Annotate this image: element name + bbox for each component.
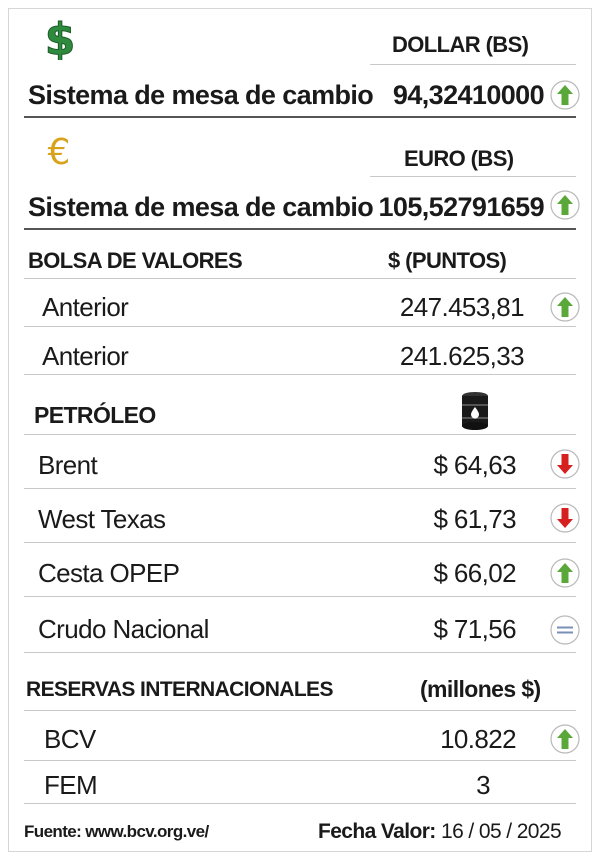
petroleo-row-value: $ 64,63 bbox=[433, 450, 516, 480]
reservas-row-value: 3 bbox=[476, 770, 490, 800]
bolsa-units: $ (PUNTOS) bbox=[388, 248, 507, 273]
date-label: Fecha Valor: bbox=[318, 820, 436, 843]
dollar-sign-icon: $ bbox=[40, 14, 80, 60]
petroleo-row-label: Brent bbox=[38, 450, 98, 480]
trend-down-icon bbox=[550, 449, 580, 479]
separator bbox=[24, 542, 576, 543]
separator bbox=[24, 596, 576, 597]
trend-up-icon bbox=[550, 558, 580, 588]
dollar-value: 94,32410000 bbox=[392, 80, 545, 110]
trend-up-icon bbox=[550, 190, 580, 220]
separator bbox=[24, 434, 576, 435]
petroleo-row-label: Cesta OPEP bbox=[38, 558, 180, 588]
euro-label: Sistema de mesa de cambio bbox=[28, 192, 374, 222]
separator bbox=[370, 176, 576, 177]
bolsa-header: BOLSA DE VALORES bbox=[28, 248, 243, 273]
source-text: Fuente: www.bcv.org.ve/ bbox=[24, 822, 209, 841]
date-value: 16 / 05 / 2025 bbox=[441, 820, 562, 843]
svg-text:€: € bbox=[48, 132, 71, 172]
petroleo-header: PETRÓLEO bbox=[34, 402, 156, 428]
trend-down-icon bbox=[550, 503, 580, 533]
separator bbox=[24, 116, 576, 118]
euro-sign-icon: € bbox=[42, 132, 76, 172]
svg-text:$: $ bbox=[45, 14, 76, 60]
petroleo-row-label: Crudo Nacional bbox=[38, 614, 209, 644]
reservas-header: RESERVAS INTERNACIONALES bbox=[26, 678, 333, 701]
petroleo-row-value: $ 66,02 bbox=[433, 558, 516, 588]
bolsa-row-value: 247.453,81 bbox=[399, 292, 525, 322]
trend-up-icon bbox=[550, 724, 580, 754]
petroleo-row-label: West Texas bbox=[38, 504, 166, 534]
separator bbox=[370, 64, 576, 65]
trend-up-icon bbox=[550, 292, 580, 322]
reservas-units: (millones $) bbox=[420, 676, 541, 702]
dollar-header: DOLLAR (BS) bbox=[392, 32, 529, 57]
separator bbox=[24, 326, 576, 327]
reservas-row-label: FEM bbox=[44, 770, 98, 800]
separator bbox=[24, 374, 576, 375]
oil-barrel-icon bbox=[458, 390, 492, 432]
separator bbox=[24, 803, 576, 804]
euro-header: EURO (BS) bbox=[404, 146, 514, 171]
petroleo-row-value: $ 61,73 bbox=[433, 504, 516, 534]
trend-equal-icon bbox=[550, 615, 580, 645]
card-frame bbox=[8, 8, 592, 852]
separator bbox=[24, 652, 576, 653]
separator bbox=[24, 760, 576, 761]
bolsa-row-label: Anterior bbox=[42, 341, 129, 371]
euro-value: 105,52791659 bbox=[378, 192, 545, 222]
bolsa-row-value: 241.625,33 bbox=[399, 341, 525, 371]
separator bbox=[24, 710, 576, 711]
separator bbox=[24, 278, 576, 279]
separator bbox=[24, 228, 576, 230]
petroleo-row-value: $ 71,56 bbox=[433, 614, 516, 644]
separator bbox=[24, 488, 576, 489]
reservas-row-label: BCV bbox=[44, 724, 96, 754]
dollar-label: Sistema de mesa de cambio bbox=[28, 80, 374, 110]
trend-up-icon bbox=[550, 80, 580, 110]
reservas-row-value: 10.822 bbox=[440, 724, 517, 754]
bolsa-row-label: Anterior bbox=[42, 292, 129, 322]
